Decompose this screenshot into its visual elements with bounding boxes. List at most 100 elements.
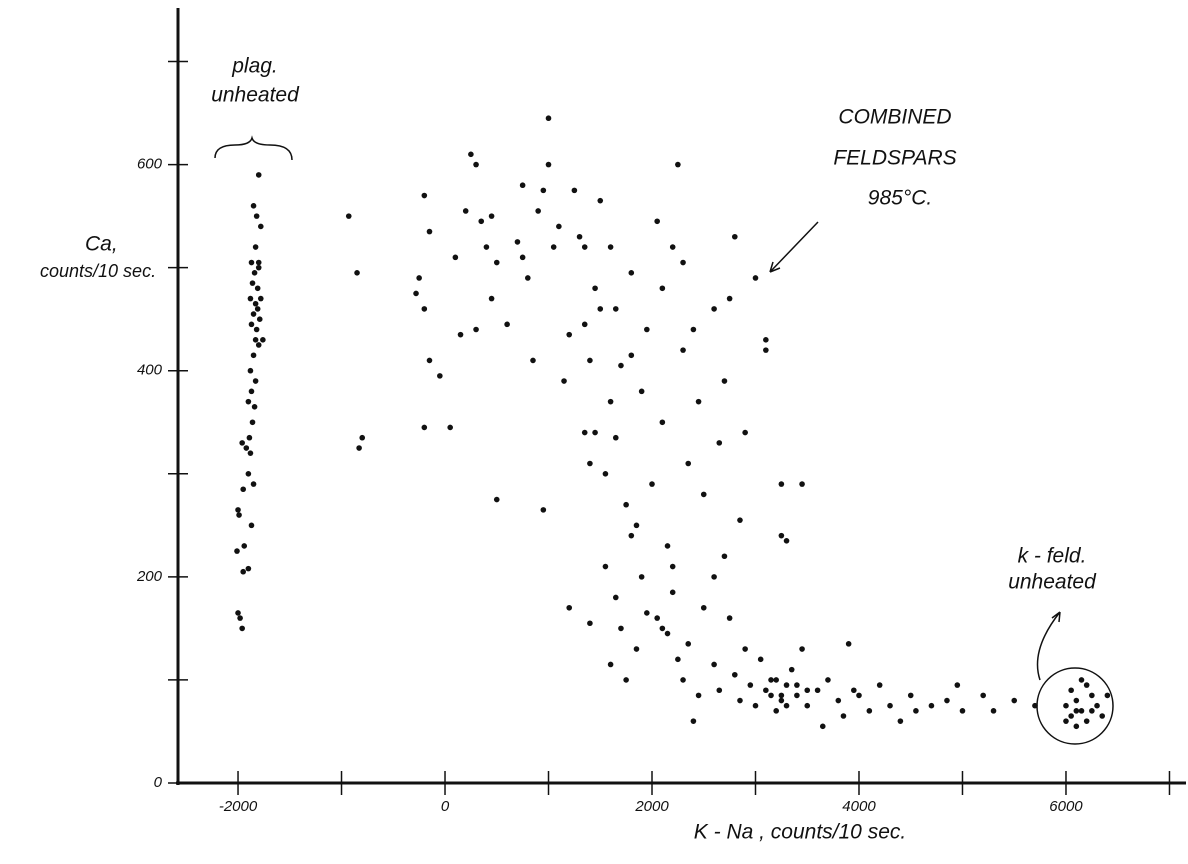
annotation: COMBINED bbox=[838, 106, 951, 129]
point bbox=[783, 702, 790, 709]
point bbox=[659, 285, 666, 292]
point bbox=[255, 259, 262, 266]
point bbox=[980, 692, 986, 699]
point bbox=[248, 522, 255, 529]
point bbox=[248, 259, 255, 266]
point bbox=[250, 203, 257, 209]
point bbox=[825, 677, 831, 683]
point bbox=[752, 702, 759, 709]
point bbox=[239, 625, 245, 632]
point bbox=[519, 182, 526, 189]
point bbox=[587, 357, 593, 364]
point bbox=[680, 259, 686, 266]
point bbox=[248, 388, 255, 395]
point bbox=[251, 404, 258, 410]
point bbox=[255, 172, 262, 178]
point bbox=[514, 239, 521, 245]
point bbox=[907, 692, 914, 699]
point bbox=[457, 331, 464, 338]
point bbox=[602, 563, 609, 570]
point bbox=[897, 718, 904, 724]
point bbox=[913, 708, 919, 714]
point bbox=[794, 692, 800, 699]
point bbox=[644, 326, 650, 333]
y-label: Ca, bbox=[85, 233, 118, 256]
point bbox=[252, 378, 259, 384]
point bbox=[612, 434, 619, 441]
point bbox=[1078, 708, 1085, 714]
point bbox=[359, 434, 366, 441]
point bbox=[473, 161, 479, 168]
point bbox=[659, 419, 666, 426]
point bbox=[251, 270, 258, 276]
point bbox=[1068, 713, 1074, 719]
point bbox=[747, 682, 754, 688]
annotation: FELDSPARS bbox=[833, 147, 956, 170]
point bbox=[255, 264, 262, 271]
point bbox=[695, 692, 702, 699]
x-label: K - Na , counts/10 sec. bbox=[694, 821, 906, 844]
point bbox=[654, 218, 660, 225]
point bbox=[597, 306, 604, 312]
point bbox=[483, 244, 490, 250]
point bbox=[794, 682, 800, 688]
point bbox=[887, 702, 893, 709]
point bbox=[1078, 677, 1085, 683]
point bbox=[680, 677, 686, 683]
point bbox=[737, 517, 743, 523]
point bbox=[628, 532, 635, 539]
point bbox=[602, 471, 609, 477]
y-tick-label: 200 bbox=[136, 568, 163, 585]
point bbox=[778, 532, 785, 539]
point bbox=[778, 697, 785, 704]
point bbox=[612, 306, 619, 312]
point bbox=[866, 708, 873, 714]
point bbox=[773, 708, 779, 714]
point bbox=[638, 388, 645, 395]
point bbox=[254, 285, 261, 292]
point bbox=[256, 316, 263, 323]
y-tick-label: 400 bbox=[137, 362, 163, 379]
point bbox=[840, 713, 847, 719]
point bbox=[581, 321, 588, 328]
point bbox=[799, 481, 805, 487]
point bbox=[856, 692, 862, 699]
point bbox=[581, 429, 588, 436]
point bbox=[416, 275, 422, 281]
point bbox=[716, 687, 723, 694]
point bbox=[545, 115, 552, 122]
point bbox=[530, 357, 536, 364]
point bbox=[240, 568, 247, 575]
point bbox=[247, 367, 254, 374]
point bbox=[768, 677, 774, 683]
point bbox=[628, 352, 635, 359]
point bbox=[700, 491, 707, 498]
point bbox=[473, 326, 479, 333]
point bbox=[356, 445, 362, 451]
point bbox=[1104, 692, 1111, 699]
point bbox=[241, 543, 248, 549]
point bbox=[525, 275, 531, 281]
point bbox=[592, 429, 598, 436]
point bbox=[354, 270, 360, 276]
point bbox=[252, 244, 259, 250]
y-tick-label: 600 bbox=[137, 156, 163, 173]
point bbox=[835, 697, 842, 704]
point bbox=[447, 424, 453, 431]
point bbox=[252, 337, 259, 343]
point bbox=[1089, 692, 1095, 699]
point bbox=[540, 187, 547, 194]
arrow bbox=[769, 221, 819, 273]
point bbox=[742, 429, 748, 436]
point bbox=[731, 233, 738, 240]
point bbox=[1073, 697, 1080, 704]
point bbox=[669, 244, 676, 250]
point bbox=[659, 625, 666, 632]
point bbox=[250, 352, 257, 359]
point bbox=[1032, 702, 1038, 709]
point bbox=[928, 702, 935, 709]
point bbox=[243, 445, 250, 451]
point bbox=[250, 311, 257, 317]
point bbox=[633, 646, 640, 652]
point bbox=[1073, 708, 1080, 714]
